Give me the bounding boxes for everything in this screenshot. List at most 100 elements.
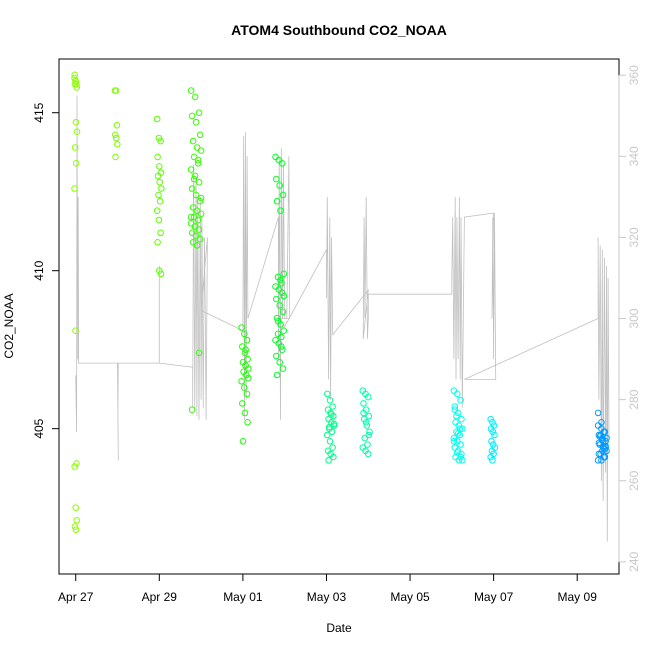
data-point	[238, 378, 245, 385]
data-point	[280, 270, 288, 278]
data-point	[330, 412, 337, 420]
data-point	[594, 457, 602, 464]
x-tick-label: May 01	[223, 590, 263, 604]
data-point	[241, 409, 249, 417]
y2-tick-label: 340	[627, 146, 641, 166]
data-point	[489, 419, 496, 426]
data-point	[71, 144, 79, 151]
data-point	[488, 438, 495, 445]
data-point	[241, 349, 249, 357]
data-point	[603, 434, 610, 442]
data-point	[238, 324, 245, 331]
data-point	[155, 216, 163, 224]
data-point	[73, 128, 81, 135]
data-point	[112, 131, 119, 139]
data-point	[596, 433, 604, 440]
data-point	[194, 216, 202, 224]
data-point	[457, 396, 464, 404]
data-point	[112, 87, 120, 94]
data-point	[193, 144, 201, 151]
data-point	[195, 349, 203, 357]
data-point	[188, 406, 196, 414]
point-group-may01	[238, 324, 252, 445]
data-point	[156, 178, 163, 186]
data-point	[489, 428, 497, 436]
data-point	[243, 390, 251, 398]
x-tick-label: May 03	[307, 590, 347, 604]
data-point	[273, 295, 280, 303]
data-point	[196, 131, 204, 139]
data-point	[72, 160, 80, 167]
point-group-may07	[487, 415, 499, 464]
data-point	[188, 185, 196, 192]
data-point	[491, 431, 498, 439]
point-group-may06	[450, 387, 466, 464]
data-point	[189, 137, 197, 145]
data-point	[195, 178, 203, 186]
data-point	[187, 220, 195, 227]
data-point	[487, 453, 495, 461]
point-group-apr28	[111, 87, 121, 161]
y2-tick-label: 320	[627, 227, 641, 247]
data-point	[241, 330, 248, 338]
data-point	[328, 411, 335, 418]
data-point	[451, 406, 459, 414]
data-point	[239, 438, 247, 445]
data-point	[276, 359, 284, 366]
data-point	[154, 172, 162, 180]
data-point	[329, 444, 336, 451]
y2-tick-label: 300	[627, 308, 641, 328]
data-point	[278, 346, 286, 354]
chart-title: ATOM4 Southbound CO2_NOAA	[231, 22, 447, 38]
data-point	[242, 346, 249, 354]
data-point	[187, 166, 195, 173]
data-point	[274, 317, 282, 325]
data-point	[192, 118, 200, 126]
data-point	[360, 409, 367, 417]
data-point	[195, 109, 203, 116]
point-group-apr27	[71, 71, 81, 534]
y-tick-label: 410	[32, 260, 46, 280]
data-point	[366, 428, 373, 436]
point-group-may09	[594, 409, 610, 464]
data-point	[73, 517, 80, 524]
y2-tick-label: 240	[627, 552, 641, 572]
data-point	[326, 438, 334, 445]
data-point	[158, 185, 165, 192]
data-point	[279, 191, 287, 199]
data-point	[245, 374, 252, 382]
x-tick-label: Apr 29	[142, 590, 178, 604]
data-point	[72, 118, 80, 126]
data-point	[276, 302, 284, 309]
data-point	[153, 207, 161, 214]
data-point	[489, 457, 496, 464]
data-point	[73, 460, 80, 467]
point-group-may02	[272, 153, 288, 379]
data-point	[243, 336, 251, 344]
data-point	[273, 352, 280, 360]
x-tick-label: May 07	[474, 590, 514, 604]
point-group-apr30	[187, 87, 205, 414]
data-points-layer	[71, 71, 610, 534]
x-tick-label: May 09	[558, 590, 598, 604]
data-point	[114, 141, 121, 148]
y-axis-right: 240 260 280 300 320 340 360	[618, 65, 641, 572]
data-point	[190, 213, 198, 221]
x-tick-label: May 05	[390, 590, 430, 604]
data-point	[364, 450, 372, 458]
x-axis-label: Date	[326, 621, 352, 635]
y2-tick-label: 260	[627, 470, 641, 490]
data-point	[239, 400, 246, 407]
data-point	[190, 153, 198, 161]
data-point	[71, 74, 78, 82]
data-point	[601, 445, 609, 453]
y2-tick-label: 360	[627, 65, 641, 85]
point-group-may03	[324, 390, 338, 464]
data-point	[455, 457, 463, 464]
data-point	[193, 242, 201, 249]
data-point	[188, 229, 196, 237]
data-point	[459, 425, 466, 433]
data-point	[360, 400, 367, 407]
data-point	[328, 428, 336, 436]
data-point	[456, 431, 464, 439]
